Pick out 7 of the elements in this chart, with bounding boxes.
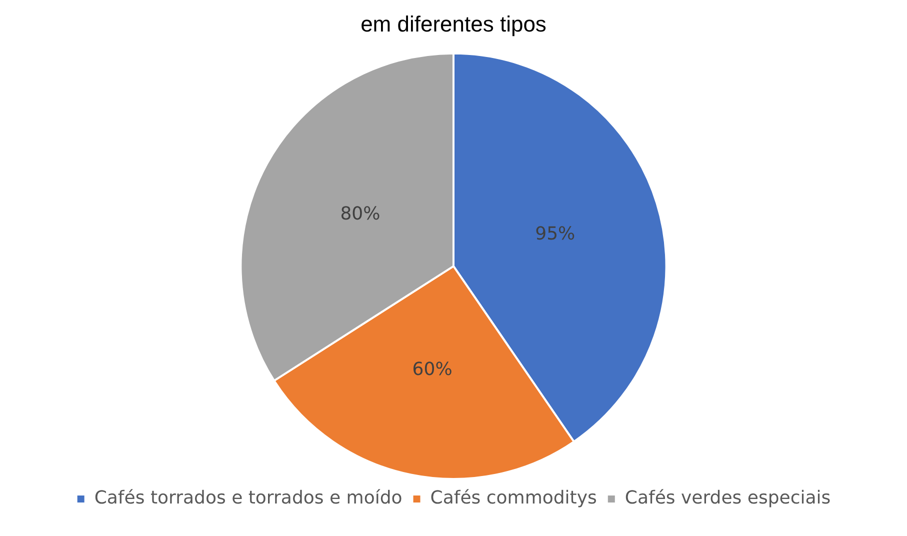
legend-label: Cafés verdes especiais <box>624 488 831 509</box>
data-label: 60% <box>412 359 452 380</box>
legend-label: Cafés torrados e torrados e moído <box>94 488 402 509</box>
data-label: 80% <box>340 204 380 225</box>
chart-title: em diferentes tipos <box>360 11 546 36</box>
legend-label: Cafés commoditys <box>430 488 597 509</box>
data-label: 95% <box>535 223 576 244</box>
